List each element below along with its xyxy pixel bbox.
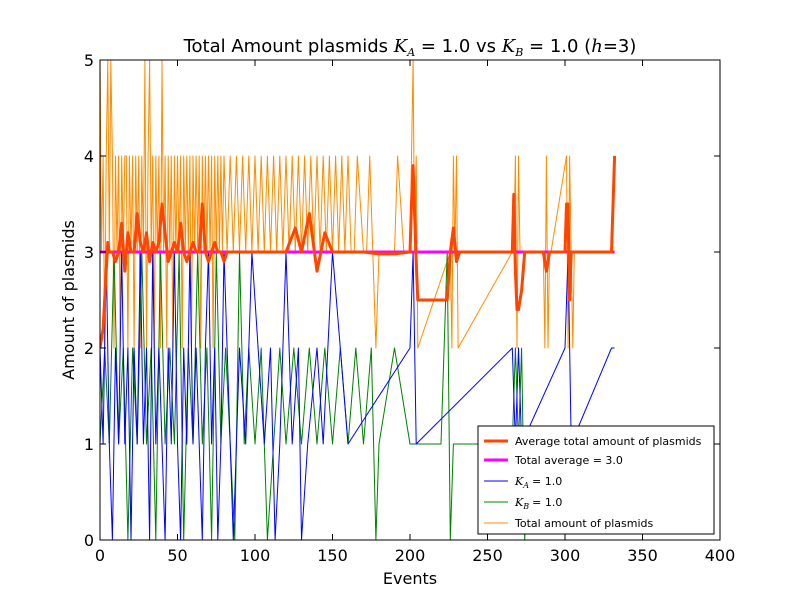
series-line-0 — [100, 60, 575, 349]
y-tick-label: 5 — [84, 51, 94, 70]
series-line-4 — [100, 155, 617, 349]
series-line-2 — [100, 251, 615, 540]
x-tick-label: 0 — [95, 546, 105, 565]
x-tick-label: 350 — [627, 546, 658, 565]
y-axis-title: Amount of plasmids — [59, 220, 78, 380]
axis-ticks: 0 50 100 150 200 250 300 350 400 0 1 2 3 4 5 — [84, 51, 735, 565]
legend-label-total-amount: Total amount of plasmids — [514, 517, 653, 530]
legend-label-total-average: Total average = 3.0 — [514, 454, 623, 467]
legend-box — [477, 425, 715, 535]
chart-title: Total Amount plasmids KA = 1.0 vs KB = 1… — [183, 36, 637, 59]
x-tick-label: 100 — [240, 546, 271, 565]
y-tick-label: 2 — [84, 339, 94, 358]
x-axis-title: Events — [383, 569, 437, 588]
y-tick-label: 3 — [84, 243, 94, 262]
y-tick-label: 4 — [84, 147, 94, 166]
x-tick-label: 300 — [550, 546, 581, 565]
x-tick-label: 250 — [472, 546, 503, 565]
legend-label-ka: KA = 1.0 — [514, 475, 562, 490]
x-tick-label: 400 — [705, 546, 736, 565]
x-tick-label: 200 — [395, 546, 426, 565]
series-line-1 — [100, 251, 573, 540]
legend-label-average-total: Average total amount of plasmids — [515, 435, 702, 448]
x-tick-label: 50 — [167, 546, 187, 565]
series-layer — [100, 60, 617, 540]
legend: Average total amount of plasmids Total a… — [477, 425, 715, 535]
legend-label-kb: KB = 1.0 — [514, 496, 562, 511]
x-tick-label: 150 — [317, 546, 348, 565]
y-tick-label: 1 — [84, 435, 94, 454]
y-tick-label: 0 — [84, 531, 94, 550]
